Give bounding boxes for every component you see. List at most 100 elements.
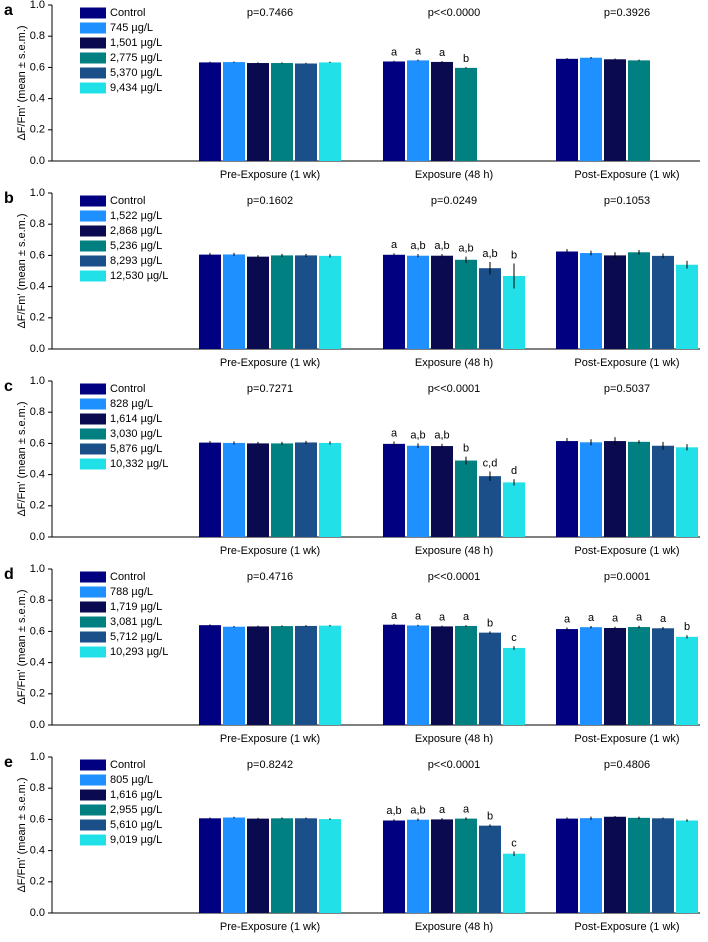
significance-letter: b: [463, 443, 469, 455]
bar: [431, 626, 453, 725]
y-tick-label: 0.8: [30, 30, 45, 42]
bar: [676, 820, 698, 913]
x-tick-label: Post-Exposure (1 wk): [574, 545, 679, 557]
bar: [271, 818, 293, 913]
bar: [223, 626, 245, 725]
p-value: p=0.5037: [604, 383, 650, 395]
significance-letter: a: [391, 239, 398, 251]
legend-label: Control: [110, 759, 145, 771]
y-axis-label: ΔF/Fm' (mean ± s.e.m.): [16, 589, 28, 704]
bar: [383, 254, 405, 349]
y-tick-label: 0.6: [30, 249, 45, 261]
legend-swatch: [80, 819, 106, 831]
bar: [503, 482, 525, 537]
p-value: p=0.4716: [247, 571, 293, 583]
bar: [223, 442, 245, 537]
bar: [295, 625, 317, 725]
bar: [319, 255, 341, 349]
bar: [652, 445, 674, 537]
significance-letter: a,b: [410, 240, 425, 252]
legend-label: 3,081 µg/L: [110, 616, 162, 628]
legend-label: 5,712 µg/L: [110, 631, 162, 643]
bar: [271, 443, 293, 537]
legend-swatch: [80, 225, 106, 237]
legend-swatch: [80, 37, 106, 49]
significance-letter: a: [439, 612, 446, 624]
legend-label: 805 µg/L: [110, 774, 153, 786]
legend-swatch: [80, 240, 106, 252]
legend-swatch: [80, 759, 106, 771]
p-value: p=0.8242: [247, 759, 293, 771]
legend-swatch: [80, 413, 106, 425]
x-tick-label: Post-Exposure (1 wk): [574, 357, 679, 369]
bar: [604, 255, 626, 349]
x-tick-label: Post-Exposure (1 wk): [574, 733, 679, 745]
p-value: p=0.7271: [247, 383, 293, 395]
y-tick-label: 0.2: [30, 312, 45, 324]
legend-swatch: [80, 82, 106, 94]
legend-label: 1,616 µg/L: [110, 789, 162, 801]
panel-label: e: [4, 754, 13, 771]
y-tick-label: 0.6: [30, 813, 45, 825]
legend-swatch: [80, 7, 106, 19]
x-tick-label: Pre-Exposure (1 wk): [220, 733, 320, 745]
y-tick-label: 0.8: [30, 218, 45, 230]
bar: [676, 447, 698, 537]
significance-letter: a: [391, 427, 398, 439]
bar: [479, 825, 501, 913]
x-tick-label: Exposure (48 h): [415, 921, 493, 933]
y-tick-label: 1.0: [30, 0, 45, 11]
p-value: p=0.3926: [604, 7, 650, 19]
bar: [295, 63, 317, 161]
bar: [199, 818, 221, 913]
bar: [479, 268, 501, 349]
y-tick-label: 0.0: [30, 907, 45, 919]
bar: [247, 63, 269, 162]
bar: [503, 647, 525, 725]
bar: [556, 818, 578, 913]
x-tick-label: Exposure (48 h): [415, 733, 493, 745]
legend-label: Control: [110, 7, 145, 19]
x-tick-label: Exposure (48 h): [415, 169, 493, 181]
bar: [295, 818, 317, 913]
significance-letter: a: [463, 803, 470, 815]
bar: [604, 627, 626, 725]
bar: [407, 60, 429, 161]
legend-swatch: [80, 270, 106, 282]
p-value: p<<0.0001: [428, 383, 481, 395]
y-axis-label: ΔF/Fm' (mean ± s.e.m.): [16, 25, 28, 140]
y-axis-label: ΔF/Fm' (mean ± s.e.m.): [16, 777, 28, 892]
bar: [503, 275, 525, 349]
bar: [652, 255, 674, 349]
significance-letter: c: [511, 632, 517, 644]
legend-swatch: [80, 195, 106, 207]
p-value: p=0.0249: [431, 195, 477, 207]
legend-label: 9,019 µg/L: [110, 834, 162, 846]
significance-letter: a,b: [410, 804, 425, 816]
legend-swatch: [80, 586, 106, 598]
bar: [271, 626, 293, 725]
p-value: p=0.7466: [247, 7, 293, 19]
bar: [604, 816, 626, 913]
bar: [383, 61, 405, 161]
bar: [556, 58, 578, 161]
legend-label: 1,522 µg/L: [110, 210, 162, 222]
bar: [628, 252, 650, 349]
panel-label: d: [4, 566, 14, 583]
y-tick-label: 0.0: [30, 343, 45, 355]
significance-letter: a: [588, 612, 595, 624]
y-tick-label: 0.4: [30, 281, 45, 293]
significance-letter: b: [684, 621, 690, 633]
y-tick-label: 0.4: [30, 93, 45, 105]
significance-letter: a: [660, 613, 667, 625]
y-tick-label: 1.0: [30, 563, 45, 575]
bar: [431, 446, 453, 537]
significance-letter: d: [511, 465, 517, 477]
legend-swatch: [80, 428, 106, 440]
significance-letter: b: [487, 810, 493, 822]
y-tick-label: 0.8: [30, 782, 45, 794]
significance-letter: a,b: [434, 240, 449, 252]
significance-letter: c: [511, 837, 517, 849]
bar: [580, 627, 602, 725]
legend-swatch: [80, 210, 106, 222]
